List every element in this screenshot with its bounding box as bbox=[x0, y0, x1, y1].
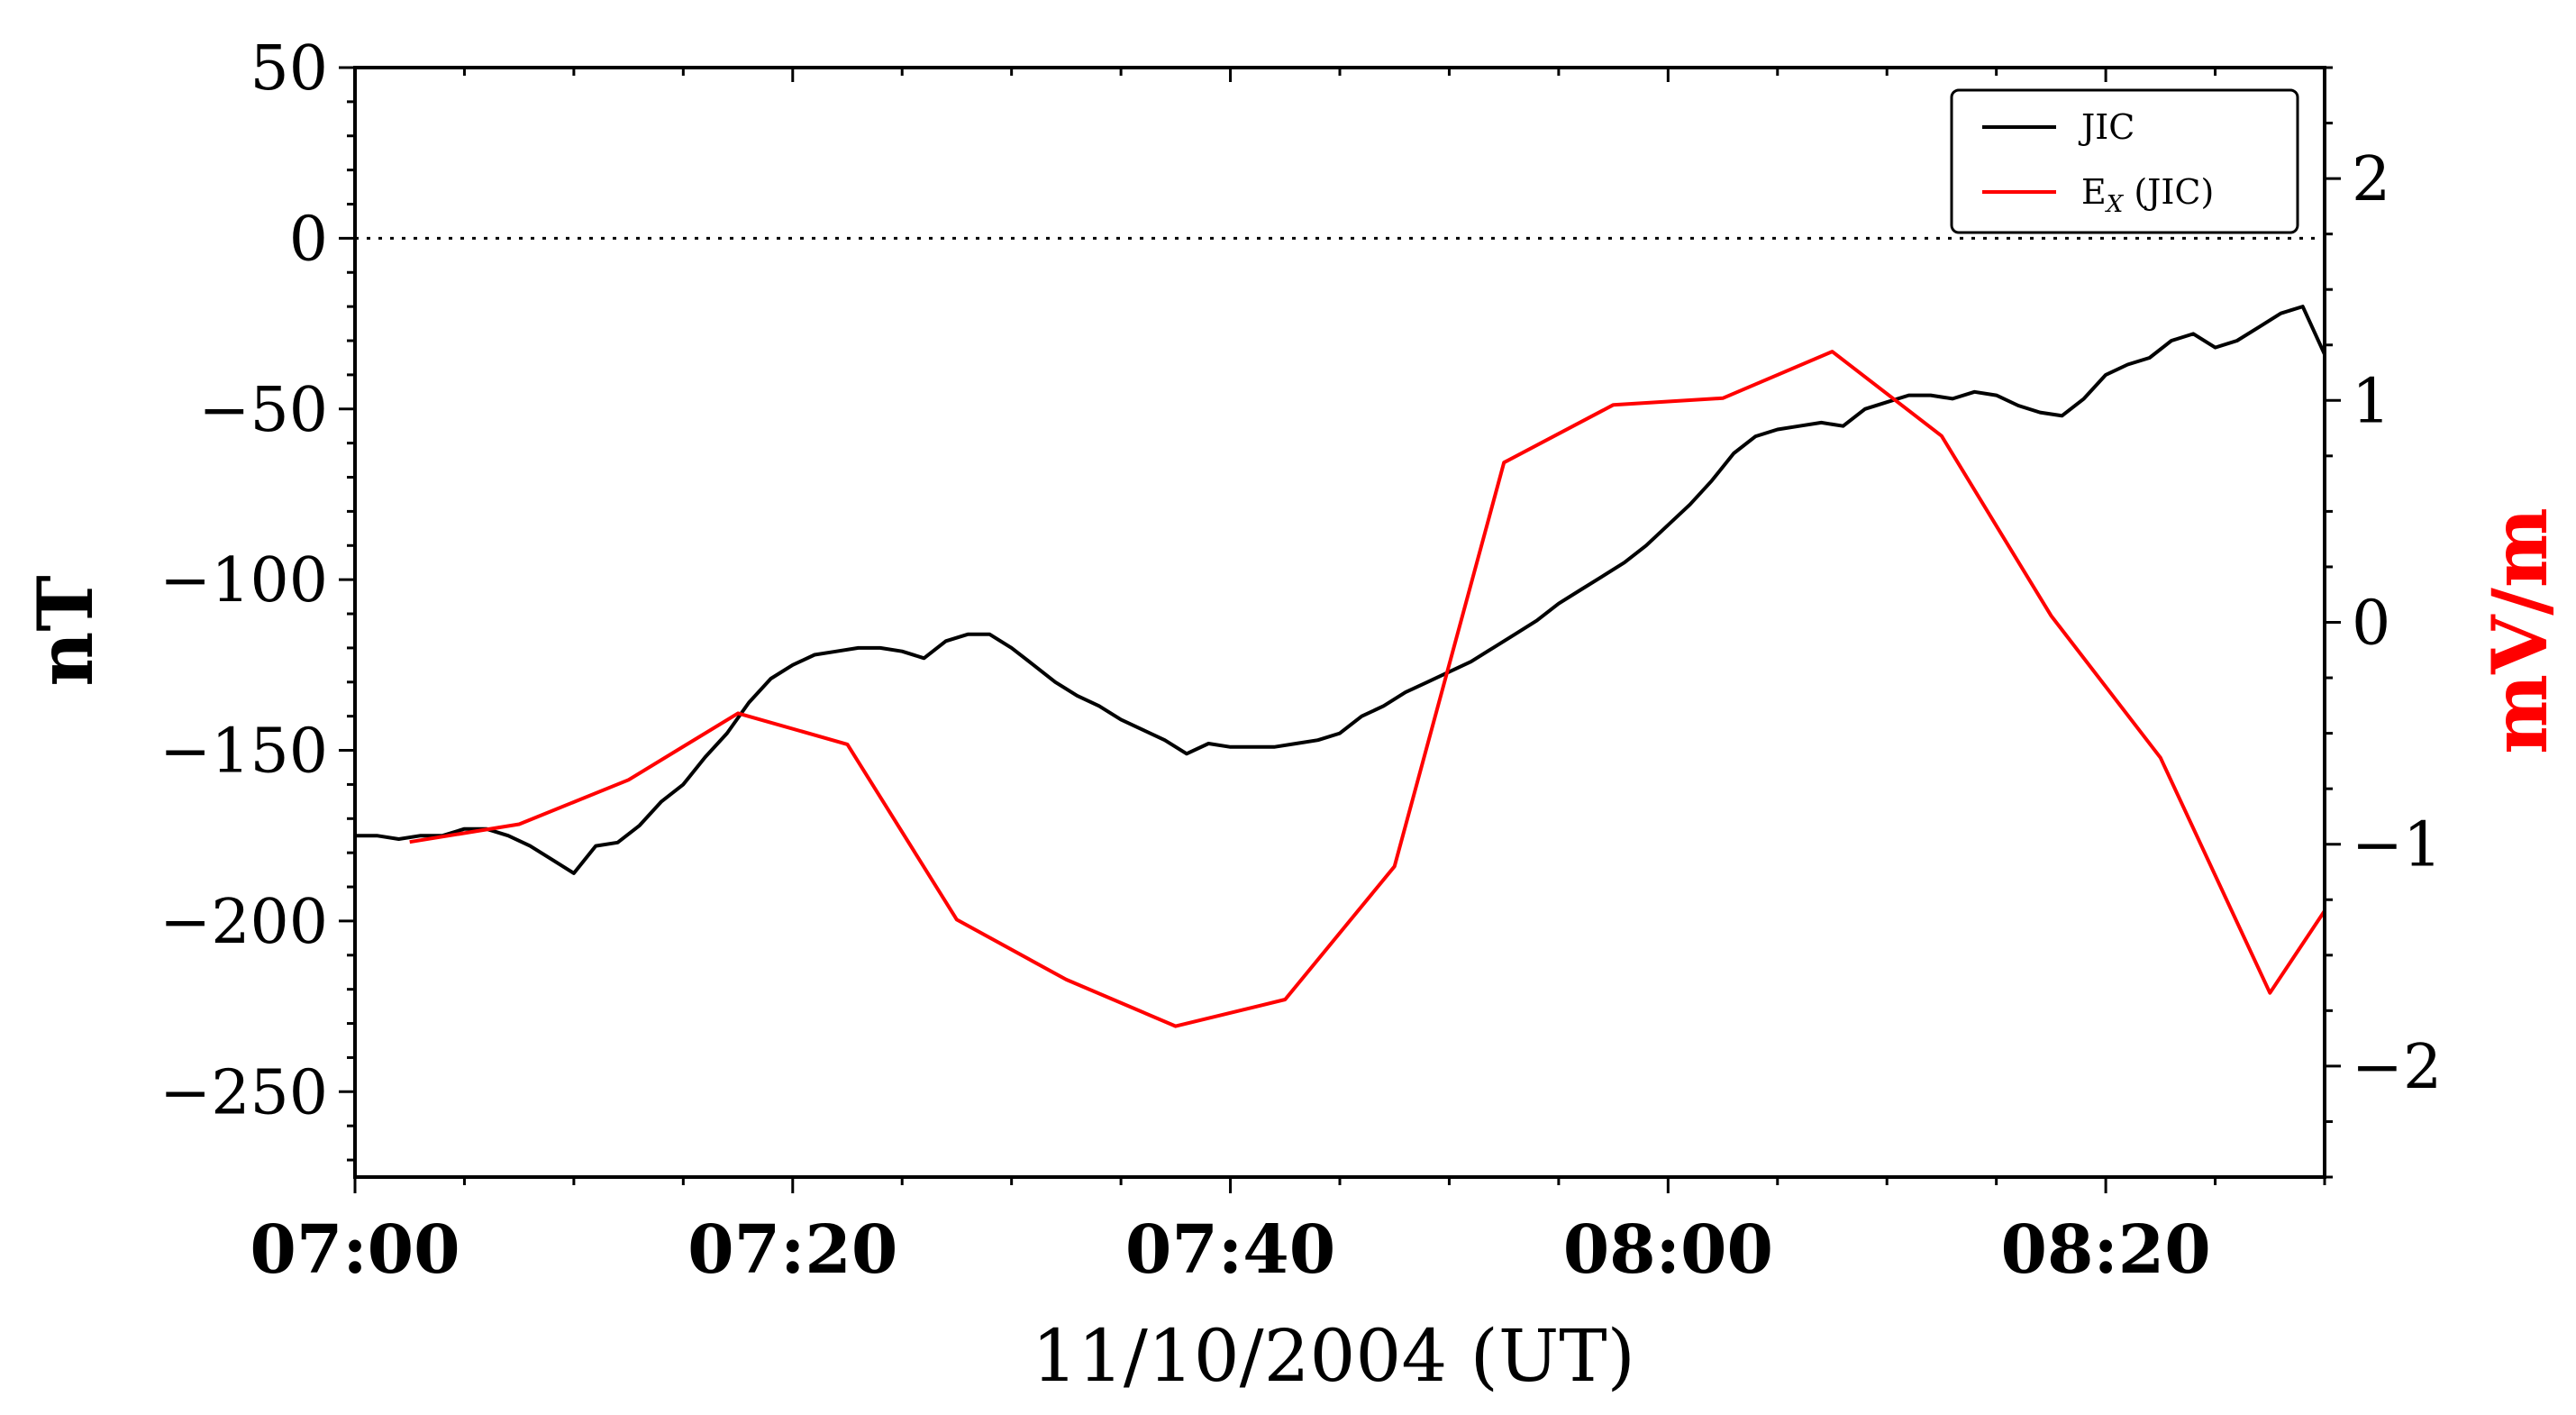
y2-tick-label: 1 bbox=[2352, 366, 2390, 437]
y-tick-label: −200 bbox=[159, 887, 328, 958]
y-tick-label: −100 bbox=[159, 545, 328, 616]
y-tick-label: −150 bbox=[159, 717, 328, 788]
y2-axis-tick-labels: 2 1 0 −1 −2 bbox=[2352, 144, 2442, 1103]
y-tick-label: 50 bbox=[250, 33, 328, 105]
y-tick-label: −50 bbox=[198, 375, 328, 446]
x-axis-title: 11/10/2004 (UT) bbox=[1032, 1314, 1635, 1398]
x-tick-label: 07:20 bbox=[687, 1211, 897, 1289]
x-tick-label: 07:40 bbox=[1125, 1211, 1335, 1289]
y2-tick-label: 2 bbox=[2352, 144, 2390, 215]
y-tick-label: −250 bbox=[159, 1057, 328, 1128]
y-tick-label: 0 bbox=[289, 204, 328, 275]
x-tick-label: 07:00 bbox=[250, 1211, 460, 1289]
series-line-ex-jic bbox=[409, 350, 2326, 1028]
y-axis-tick-labels: 50 0 −50 −100 −150 −200 −250 bbox=[159, 33, 328, 1128]
y2-tick-label: 0 bbox=[2352, 589, 2390, 660]
x-axis-tick-labels: 07:00 07:20 07:40 08:00 08:20 bbox=[250, 1211, 2210, 1289]
legend: JIC EX (JIC) bbox=[1950, 88, 2299, 234]
y2-axis-title: mV/m bbox=[2475, 507, 2564, 754]
x-tick-label: 08:20 bbox=[2000, 1211, 2210, 1289]
y-axis-title: nT bbox=[21, 575, 110, 687]
y2-tick-label: −1 bbox=[2352, 810, 2442, 881]
plot-frame bbox=[353, 66, 2326, 1179]
x-tick-label: 08:00 bbox=[1563, 1211, 1773, 1289]
y2-tick-label: −2 bbox=[2352, 1032, 2442, 1103]
legend-label-jic: JIC bbox=[2078, 107, 2135, 147]
series-line-jic bbox=[355, 305, 2326, 875]
legend-label-ex-jic: EX (JIC) bbox=[2081, 172, 2214, 218]
major-ticks bbox=[339, 66, 2341, 1193]
